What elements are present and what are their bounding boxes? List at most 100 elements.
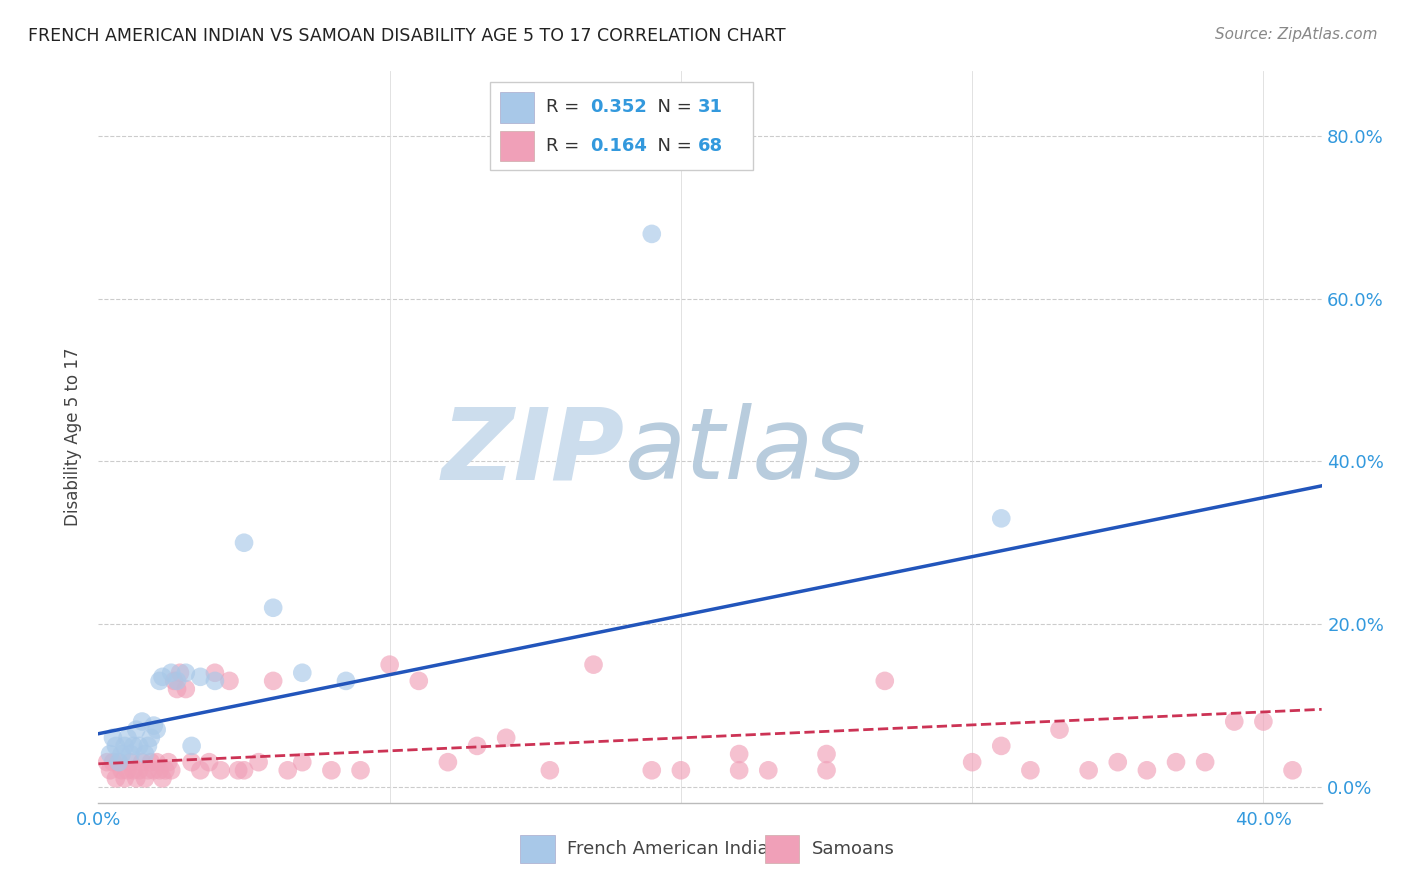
Point <box>349 764 371 778</box>
Point <box>321 764 343 778</box>
Point <box>174 681 197 696</box>
Text: R =: R = <box>546 137 585 155</box>
Text: 0.164: 0.164 <box>591 137 647 155</box>
Point <box>378 657 401 672</box>
Point <box>277 764 299 778</box>
Point <box>180 739 202 753</box>
Point <box>120 747 142 761</box>
Text: N =: N = <box>647 137 697 155</box>
Point <box>104 772 127 786</box>
Point <box>408 673 430 688</box>
Point <box>1019 764 1042 778</box>
Point <box>136 739 159 753</box>
Point <box>142 764 165 778</box>
Text: 31: 31 <box>697 98 723 116</box>
Point <box>1194 755 1216 769</box>
Point <box>233 764 256 778</box>
Point <box>1107 755 1129 769</box>
Point <box>145 723 167 737</box>
Point <box>990 739 1012 753</box>
Point <box>180 755 202 769</box>
Text: ZIP: ZIP <box>441 403 624 500</box>
Point <box>142 718 165 732</box>
Point <box>125 723 148 737</box>
Point <box>160 764 183 778</box>
Point <box>139 755 162 769</box>
Text: French American Indians: French American Indians <box>567 840 789 858</box>
Point <box>437 755 460 769</box>
Point <box>174 665 197 680</box>
Point <box>1077 764 1099 778</box>
Point <box>160 665 183 680</box>
Point <box>262 673 284 688</box>
Point <box>101 731 124 745</box>
Point <box>209 764 232 778</box>
Point <box>815 764 838 778</box>
Point <box>111 747 134 761</box>
Point <box>669 764 692 778</box>
Point <box>163 673 186 688</box>
Point <box>114 772 136 786</box>
Point <box>1049 723 1071 737</box>
Point <box>136 764 159 778</box>
Point <box>139 731 162 745</box>
Point <box>149 764 172 778</box>
Point <box>262 600 284 615</box>
FancyBboxPatch shape <box>765 835 800 863</box>
Text: atlas: atlas <box>624 403 866 500</box>
Point <box>728 764 751 778</box>
Point <box>198 755 221 769</box>
Point <box>134 772 156 786</box>
Point <box>226 764 249 778</box>
Point <box>728 747 751 761</box>
Point <box>134 747 156 761</box>
Point <box>291 755 314 769</box>
FancyBboxPatch shape <box>520 835 555 863</box>
Text: Source: ZipAtlas.com: Source: ZipAtlas.com <box>1215 27 1378 42</box>
Point <box>218 673 240 688</box>
Point <box>1136 764 1159 778</box>
Point <box>128 764 150 778</box>
Point <box>108 755 131 769</box>
Point <box>204 665 226 680</box>
Point <box>1253 714 1275 729</box>
Point <box>291 665 314 680</box>
Point <box>1281 764 1303 778</box>
Point <box>188 670 212 684</box>
Y-axis label: Disability Age 5 to 17: Disability Age 5 to 17 <box>65 348 83 526</box>
Point <box>465 739 488 753</box>
Text: FRENCH AMERICAN INDIAN VS SAMOAN DISABILITY AGE 5 TO 17 CORRELATION CHART: FRENCH AMERICAN INDIAN VS SAMOAN DISABIL… <box>28 27 786 45</box>
Point <box>204 673 226 688</box>
Text: 68: 68 <box>697 137 723 155</box>
Point <box>104 739 127 753</box>
FancyBboxPatch shape <box>499 130 534 161</box>
Point <box>114 739 136 753</box>
Point <box>756 764 779 778</box>
Point <box>131 755 153 769</box>
Text: Samoans: Samoans <box>811 840 894 858</box>
Point <box>152 772 174 786</box>
Point <box>990 511 1012 525</box>
Point <box>641 227 664 241</box>
Point <box>96 755 118 769</box>
Point <box>155 764 177 778</box>
Point <box>166 673 188 688</box>
Point <box>108 755 131 769</box>
Point <box>128 739 150 753</box>
FancyBboxPatch shape <box>489 82 752 170</box>
Point <box>120 755 142 769</box>
Point <box>145 755 167 769</box>
Point <box>960 755 983 769</box>
Point <box>247 755 270 769</box>
Point <box>188 764 212 778</box>
Point <box>166 681 188 696</box>
Point <box>169 665 191 680</box>
Point <box>157 755 180 769</box>
Point <box>815 747 838 761</box>
Point <box>131 714 153 729</box>
Point <box>122 764 145 778</box>
Point <box>538 764 561 778</box>
Point <box>98 764 121 778</box>
Point <box>1223 714 1246 729</box>
Point <box>111 764 134 778</box>
